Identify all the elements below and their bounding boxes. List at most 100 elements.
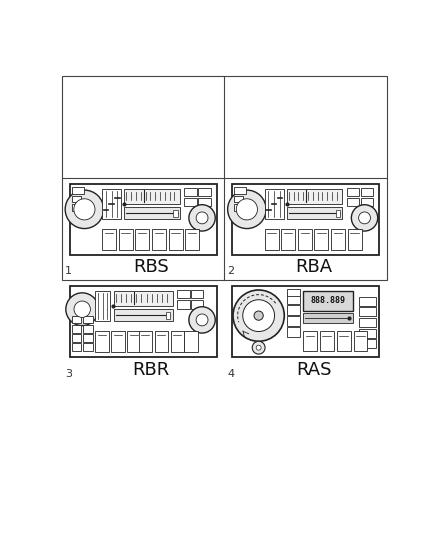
Bar (177, 300, 190, 309)
Bar (286, 207, 343, 219)
Bar (265, 189, 284, 219)
Bar (265, 229, 279, 250)
Bar (286, 317, 300, 326)
Bar (102, 189, 121, 219)
Text: 3: 3 (65, 368, 72, 378)
Bar (347, 188, 360, 196)
Bar (83, 334, 92, 342)
Bar (286, 327, 300, 337)
Bar (62, 76, 387, 280)
Bar (320, 332, 334, 351)
Circle shape (359, 212, 371, 224)
Bar (72, 334, 81, 342)
Bar (72, 204, 81, 211)
Bar (152, 229, 166, 250)
Bar (166, 312, 170, 319)
Bar (191, 290, 203, 298)
Text: 888.889: 888.889 (310, 296, 345, 305)
Bar (360, 188, 373, 196)
Bar (127, 330, 141, 352)
Bar (191, 300, 203, 309)
Bar (360, 340, 376, 349)
Bar (124, 189, 180, 204)
Bar (155, 330, 168, 352)
Bar (124, 207, 180, 219)
Bar (347, 198, 360, 206)
Bar (184, 330, 198, 352)
Circle shape (66, 293, 99, 326)
Circle shape (74, 199, 95, 220)
Bar (286, 294, 300, 304)
Circle shape (256, 345, 261, 350)
Bar (234, 204, 244, 211)
Circle shape (65, 190, 104, 229)
Bar (303, 313, 353, 323)
Circle shape (233, 290, 284, 341)
Bar (70, 286, 217, 357)
Bar (232, 286, 379, 357)
Bar (111, 330, 124, 352)
Bar (281, 229, 295, 250)
Bar (184, 188, 197, 196)
Bar (95, 290, 110, 321)
Text: RAS: RAS (296, 360, 332, 378)
Bar (348, 229, 362, 250)
Bar (114, 309, 173, 321)
Bar (119, 229, 133, 250)
Bar (234, 187, 246, 195)
Bar (139, 330, 152, 352)
Circle shape (228, 190, 266, 229)
Bar (83, 325, 92, 333)
Bar (360, 329, 376, 338)
Circle shape (196, 212, 208, 224)
Text: 1: 1 (65, 266, 72, 277)
Bar (286, 289, 300, 296)
Bar (360, 308, 376, 317)
Bar (95, 330, 109, 352)
Text: 2: 2 (228, 266, 235, 277)
Bar (83, 343, 92, 351)
Bar (303, 290, 353, 311)
Circle shape (74, 301, 90, 318)
Circle shape (252, 341, 265, 354)
Bar (360, 297, 376, 305)
Text: RBR: RBR (133, 360, 170, 378)
Bar (135, 229, 149, 250)
Bar (232, 184, 379, 255)
Text: RBA: RBA (295, 259, 332, 277)
Circle shape (189, 205, 215, 231)
Bar (336, 209, 340, 217)
Bar (70, 184, 217, 255)
Circle shape (237, 199, 258, 220)
Bar (286, 305, 300, 315)
Bar (72, 343, 81, 351)
Bar (114, 290, 173, 305)
Bar (170, 330, 184, 352)
Bar (169, 229, 183, 250)
Bar (185, 229, 199, 250)
Bar (72, 316, 81, 324)
Bar (173, 209, 178, 217)
Bar (234, 196, 244, 202)
Bar (303, 332, 317, 351)
Bar (336, 332, 350, 351)
Circle shape (243, 300, 275, 332)
Bar (331, 229, 345, 250)
Bar (102, 229, 116, 250)
Circle shape (254, 311, 263, 320)
Bar (177, 290, 190, 298)
Bar (72, 196, 81, 202)
Bar (314, 229, 328, 250)
Text: 4: 4 (228, 368, 235, 378)
Bar (72, 187, 84, 195)
Circle shape (196, 314, 208, 326)
Bar (83, 316, 92, 324)
Bar (198, 188, 211, 196)
Bar (198, 198, 211, 206)
Circle shape (351, 205, 378, 231)
Bar (353, 332, 367, 351)
Bar (298, 229, 312, 250)
Circle shape (189, 306, 215, 333)
Bar (360, 318, 376, 327)
Bar (184, 198, 197, 206)
